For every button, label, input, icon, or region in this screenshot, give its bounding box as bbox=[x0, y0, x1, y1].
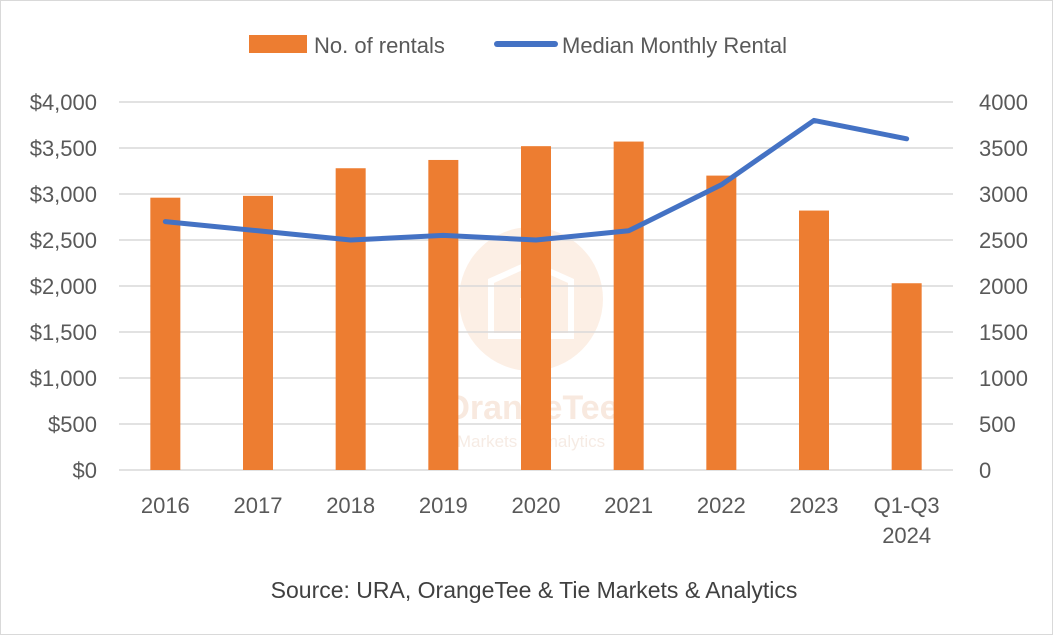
bar-series bbox=[150, 141, 922, 471]
legend-label-median-rental: Median Monthly Rental bbox=[562, 33, 787, 58]
bar bbox=[613, 141, 644, 470]
right-axis-ticks: 0 500 1000 1500 2000 2500 3000 3500 4000 bbox=[979, 90, 1028, 483]
right-axis-tick-label: 1500 bbox=[979, 320, 1028, 345]
right-axis-tick-label: 1000 bbox=[979, 366, 1028, 391]
left-axis-tick-label: $1,500 bbox=[30, 320, 97, 345]
line-series-path bbox=[162, 117, 910, 243]
legend: No. of rentals Median Monthly Rental bbox=[249, 33, 787, 58]
x-axis-tick-label: 2023 bbox=[790, 493, 839, 518]
x-axis-tick-label: 2019 bbox=[419, 493, 468, 518]
source-note: Source: URA, OrangeTee & Tie Markets & A… bbox=[271, 577, 798, 603]
right-axis-tick-label: 3000 bbox=[979, 182, 1028, 207]
bar bbox=[799, 210, 829, 470]
x-axis-tick-label: 2016 bbox=[141, 493, 190, 518]
left-axis-tick-label: $0 bbox=[73, 458, 97, 483]
line-series bbox=[162, 117, 910, 243]
bar bbox=[428, 159, 459, 470]
x-axis-tick-label: 2018 bbox=[326, 493, 375, 518]
x-axis-ticks: 2016 2017 2018 2019 2020 2021 2022 2023 Q1-Q3 202… bbox=[141, 493, 940, 548]
bar bbox=[891, 283, 922, 470]
x-axis-tick-label: 2022 bbox=[697, 493, 746, 518]
right-axis-tick-label: 4000 bbox=[979, 90, 1028, 115]
bar bbox=[706, 175, 737, 470]
left-axis-tick-label: $2,000 bbox=[30, 274, 97, 299]
bar bbox=[521, 146, 551, 470]
right-axis-tick-label: 500 bbox=[979, 412, 1016, 437]
left-axis-tick-label: $2,500 bbox=[30, 228, 97, 253]
x-axis-tick-label: 2020 bbox=[512, 493, 561, 518]
right-axis-tick-label: 2000 bbox=[979, 274, 1028, 299]
x-axis-tick-label: 2017 bbox=[234, 493, 283, 518]
bar bbox=[243, 195, 273, 470]
right-axis-tick-label: 3500 bbox=[979, 136, 1028, 161]
right-axis-tick-label: 2500 bbox=[979, 228, 1028, 253]
legend-swatch-rentals bbox=[249, 35, 307, 53]
x-axis-tick-label: Q1-Q3 2024 bbox=[874, 493, 940, 548]
right-axis-tick-label: 0 bbox=[979, 458, 991, 483]
left-axis-tick-label: $3,500 bbox=[30, 136, 97, 161]
left-axis-ticks: $0 $500 $1,000 $1,500 $2,000 $2,500 $3,000 $3,5… bbox=[30, 90, 97, 483]
legend-label-rentals: No. of rentals bbox=[314, 33, 445, 58]
left-axis-tick-label: $500 bbox=[48, 412, 97, 437]
left-axis-tick-label: $1,000 bbox=[30, 366, 97, 391]
x-axis-tick-label: 2021 bbox=[604, 493, 653, 518]
bar bbox=[335, 168, 366, 471]
left-axis-tick-label: $4,000 bbox=[30, 90, 97, 115]
left-axis-tick-label: $3,000 bbox=[30, 182, 97, 207]
bar bbox=[150, 197, 181, 470]
